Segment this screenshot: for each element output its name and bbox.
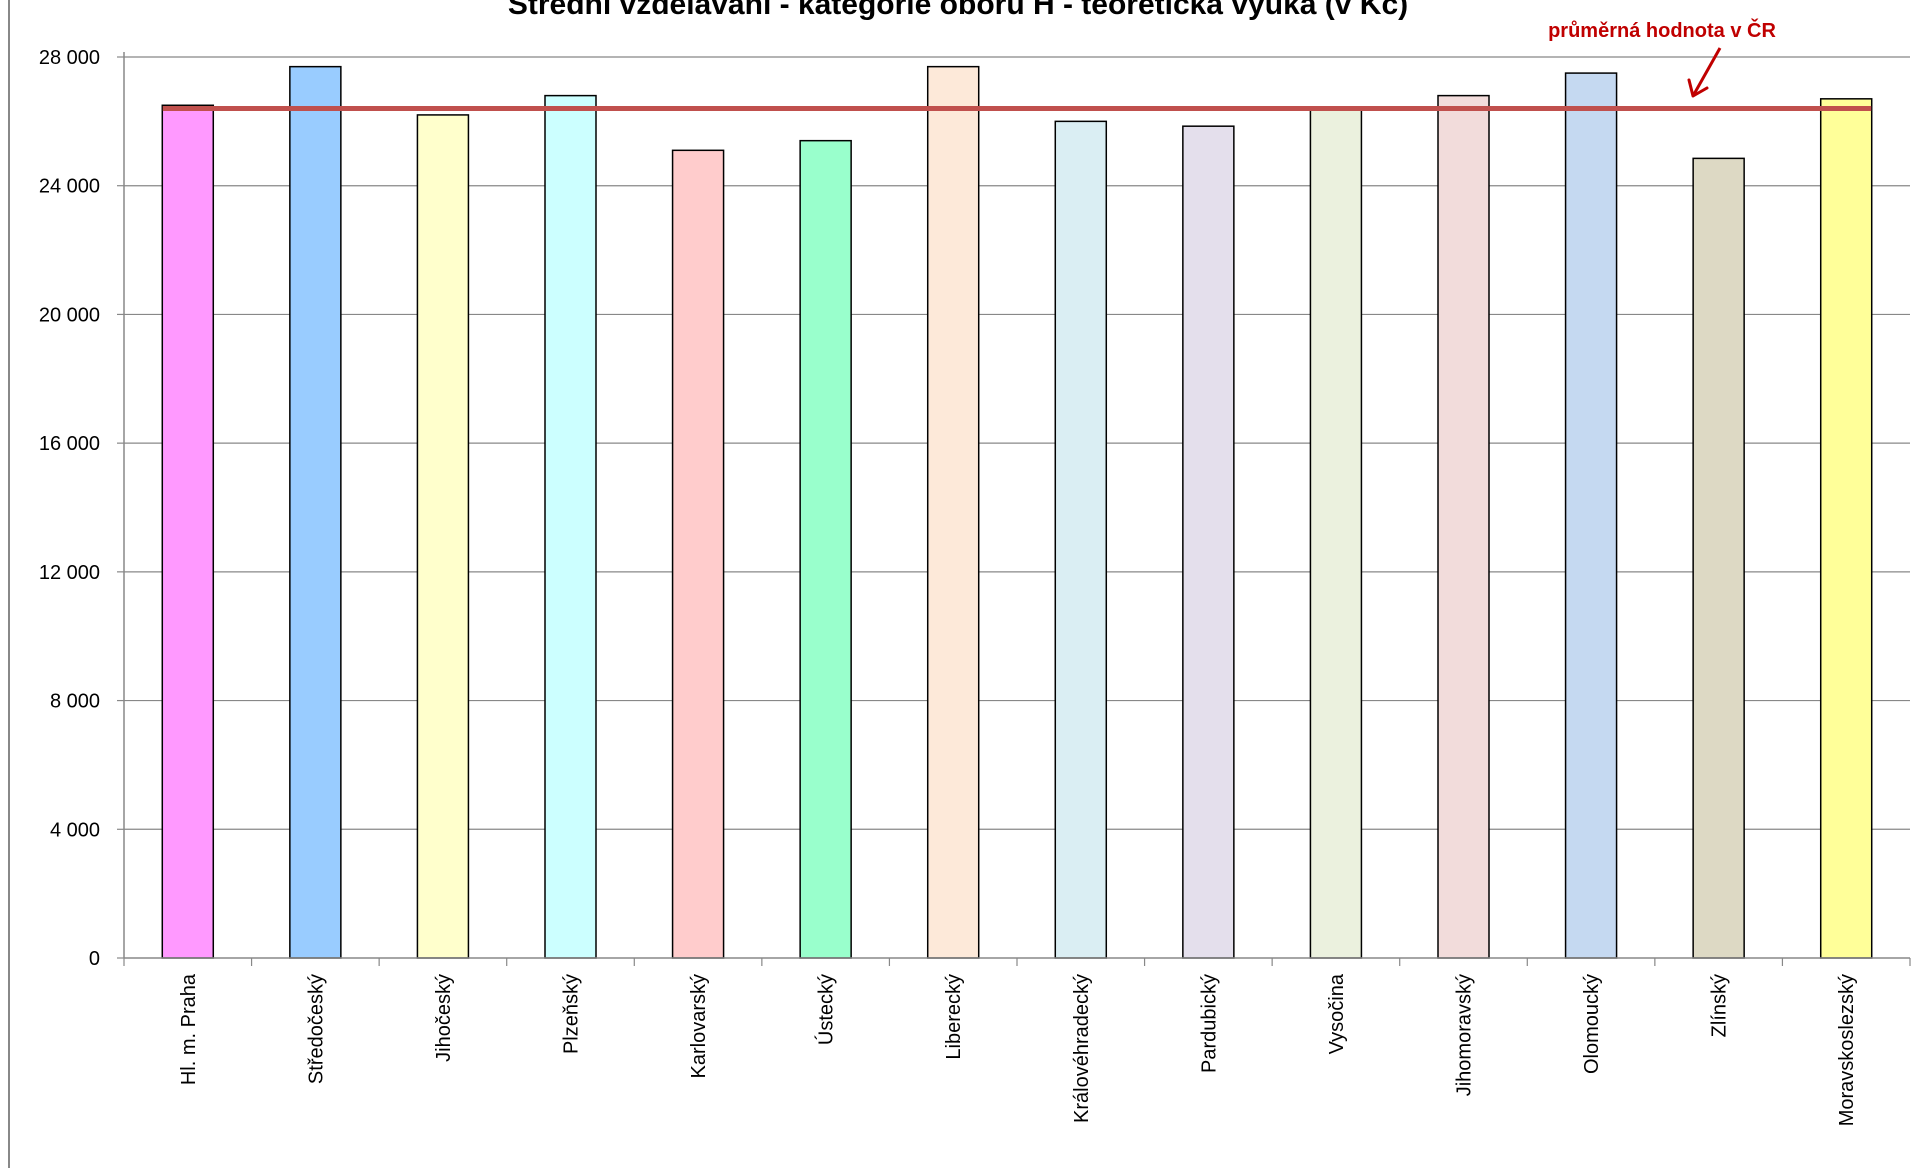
bar — [1819, 98, 1873, 959]
y-tick-label: 0 — [89, 948, 100, 970]
x-tick-label: Liberecký — [943, 974, 965, 1060]
average-label: průměrná hodnota v ČR — [1548, 18, 1776, 42]
bar — [1564, 72, 1618, 959]
x-tick-label: Hl. m. Praha — [178, 973, 200, 1085]
x-tick-label: Moravskoslezský — [1836, 974, 1858, 1126]
y-tick-label: 24 000 — [39, 176, 100, 198]
bar — [161, 104, 215, 959]
bar — [1054, 120, 1108, 959]
x-tick-label: Olomoucký — [1581, 974, 1603, 1074]
bar — [289, 65, 342, 959]
average-arrow-head — [1687, 78, 1709, 98]
x-tick-label: Ústecký — [815, 974, 838, 1045]
average-arrow — [1691, 47, 1722, 97]
x-tick-label: Karlovarský — [688, 974, 710, 1078]
x-tick-label: Plzeňský — [561, 974, 583, 1054]
chart-title: Střední vzdělávání - kategorie oboru H -… — [508, 0, 1408, 21]
y-tick-label: 4 000 — [50, 819, 100, 841]
bar — [1309, 106, 1363, 959]
y-tick-label: 28 000 — [39, 47, 100, 69]
x-tick-label: Pardubický — [1198, 974, 1220, 1073]
bar — [671, 149, 725, 959]
x-tick-label: Jihomoravský — [1454, 974, 1476, 1096]
average-line-group: průměrná hodnota v ČR — [162, 18, 1872, 111]
bar — [799, 139, 852, 959]
x-tick-label: Královéhradecký — [1071, 974, 1093, 1123]
bar — [1182, 125, 1235, 959]
bar — [416, 114, 470, 959]
x-tick-label: Zlínský — [1709, 974, 1731, 1037]
bar — [1692, 157, 1745, 959]
y-axis-tick-labels: 0 4 000 8 000 12 000 16 000 20 000 24 000 28 00… — [39, 47, 100, 970]
x-axis-tick-labels: Hl. m. Praha Středočeský Jihočeský Plzeňský… — [178, 973, 1858, 1126]
bars — [161, 65, 1873, 959]
x-tick-label: Vysočina — [1326, 973, 1348, 1054]
y-tick-label: 8 000 — [50, 691, 100, 713]
bar — [544, 94, 597, 959]
y-tick-label: 20 000 — [39, 304, 100, 326]
bar — [1437, 94, 1490, 959]
bar — [926, 65, 980, 959]
x-tick-label: Středočeský — [305, 974, 327, 1084]
x-tick-label: Jihočeský — [433, 974, 455, 1062]
axes — [123, 52, 1911, 966]
y-tick-label: 16 000 — [39, 433, 100, 455]
y-tick-label: 12 000 — [39, 562, 100, 584]
